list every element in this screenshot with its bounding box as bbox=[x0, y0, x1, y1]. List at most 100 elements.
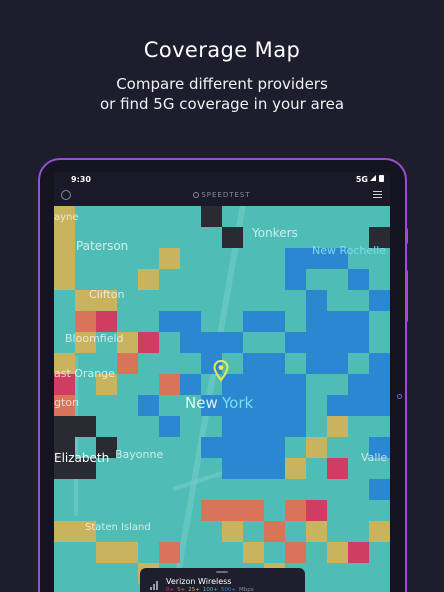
tablet-volume-button-2 bbox=[405, 270, 408, 322]
coverage-tile bbox=[369, 227, 390, 248]
tablet-camera bbox=[397, 394, 402, 399]
coverage-tile bbox=[222, 521, 243, 542]
coverage-tile bbox=[138, 395, 159, 416]
coverage-tile bbox=[222, 416, 243, 437]
coverage-tile bbox=[285, 248, 306, 269]
coverage-tile bbox=[222, 227, 243, 248]
coverage-tile bbox=[159, 374, 180, 395]
map-label-new-rochelle: New Rochelle bbox=[312, 244, 387, 257]
coverage-tile bbox=[348, 332, 369, 353]
coverage-tile bbox=[138, 269, 159, 290]
coverage-tile bbox=[243, 311, 264, 332]
coverage-tile bbox=[285, 395, 306, 416]
coverage-tile bbox=[201, 332, 222, 353]
app-brand: SPEEDTEST bbox=[54, 191, 390, 199]
subheadline-line-1: Compare different providers bbox=[116, 75, 328, 93]
coverage-tile bbox=[243, 416, 264, 437]
coverage-tile bbox=[327, 311, 348, 332]
coverage-tile bbox=[54, 227, 75, 248]
coverage-tile bbox=[306, 500, 327, 521]
coverage-tile bbox=[159, 416, 180, 437]
coverage-tile bbox=[201, 437, 222, 458]
coverage-tile bbox=[201, 395, 222, 416]
battery-icon bbox=[379, 175, 384, 182]
signal-icon bbox=[370, 175, 376, 181]
coverage-tile bbox=[327, 458, 348, 479]
status-network: 5G bbox=[355, 175, 368, 184]
coverage-tile bbox=[222, 374, 243, 395]
legend-item: 100+ bbox=[202, 587, 218, 592]
coverage-tile bbox=[264, 521, 285, 542]
coverage-tile bbox=[306, 290, 327, 311]
coverage-tile bbox=[369, 374, 390, 395]
coverage-tile bbox=[243, 500, 264, 521]
coverage-tile bbox=[285, 458, 306, 479]
subheadline-line-2: or find 5G coverage in your area bbox=[99, 95, 345, 113]
coverage-tile bbox=[180, 311, 201, 332]
coverage-tile bbox=[264, 374, 285, 395]
coverage-tile bbox=[54, 458, 75, 479]
coverage-tile bbox=[96, 437, 117, 458]
provider-panel[interactable]: Verizon Wireless 0+ 5+ 25+ 100+ 500+ Mbps bbox=[140, 568, 305, 592]
coverage-tile bbox=[306, 353, 327, 374]
coverage-tile bbox=[285, 374, 306, 395]
coverage-tile bbox=[348, 269, 369, 290]
coverage-tile bbox=[75, 416, 96, 437]
coverage-tile bbox=[54, 395, 75, 416]
coverage-tile bbox=[369, 353, 390, 374]
coverage-map[interactable]: ayne Paterson Yonkers New Rochelle Clift… bbox=[54, 206, 390, 592]
location-pin-icon[interactable] bbox=[213, 360, 229, 382]
coverage-tile bbox=[222, 395, 243, 416]
tablet-volume-button bbox=[405, 228, 408, 244]
coverage-tile bbox=[285, 500, 306, 521]
coverage-tile bbox=[222, 437, 243, 458]
coverage-tile bbox=[348, 395, 369, 416]
info-icon[interactable] bbox=[61, 190, 71, 200]
coverage-tile bbox=[222, 332, 243, 353]
coverage-tile bbox=[306, 437, 327, 458]
coverage-tile bbox=[243, 437, 264, 458]
panel-drag-handle[interactable] bbox=[216, 571, 228, 573]
map-label-valley: Valle bbox=[361, 451, 388, 464]
coverage-tile bbox=[117, 542, 138, 563]
coverage-tile bbox=[264, 437, 285, 458]
coverage-tile bbox=[75, 332, 96, 353]
coverage-tile bbox=[243, 395, 264, 416]
coverage-tile bbox=[285, 269, 306, 290]
coverage-tile bbox=[117, 353, 138, 374]
coverage-tile bbox=[327, 332, 348, 353]
coverage-tile bbox=[369, 395, 390, 416]
coverage-tile bbox=[159, 542, 180, 563]
coverage-tile bbox=[138, 332, 159, 353]
coverage-tile bbox=[243, 458, 264, 479]
provider-name: Verizon Wireless bbox=[166, 577, 232, 586]
coverage-tile bbox=[243, 374, 264, 395]
coverage-tile bbox=[348, 542, 369, 563]
coverage-tile bbox=[96, 542, 117, 563]
coverage-tile bbox=[306, 521, 327, 542]
coverage-tile bbox=[75, 458, 96, 479]
coverage-tile bbox=[327, 248, 348, 269]
coverage-tile bbox=[75, 311, 96, 332]
coverage-tile bbox=[159, 311, 180, 332]
status-time: 9:30 bbox=[71, 175, 91, 184]
coverage-tile bbox=[201, 353, 222, 374]
legend-item: 500+ bbox=[220, 587, 237, 592]
legend-item: 25+ bbox=[188, 587, 200, 592]
coverage-tile bbox=[264, 395, 285, 416]
coverage-tile bbox=[54, 374, 75, 395]
map-label-east-orange: ast Orange bbox=[54, 367, 115, 380]
coverage-tile bbox=[285, 416, 306, 437]
coverage-tile bbox=[54, 269, 75, 290]
coverage-tile bbox=[306, 248, 327, 269]
coverage-tile bbox=[96, 374, 117, 395]
map-label-bayonne: Bayonne bbox=[115, 448, 164, 461]
hamburger-menu-icon[interactable] bbox=[373, 191, 382, 199]
coverage-tile bbox=[348, 374, 369, 395]
map-label-staten-island: Staten Island bbox=[85, 522, 151, 533]
map-label-new: New bbox=[185, 394, 218, 412]
map-label-newark: gton bbox=[54, 396, 79, 409]
coverage-tile bbox=[369, 479, 390, 500]
coverage-tile bbox=[75, 521, 96, 542]
coverage-tile bbox=[180, 374, 201, 395]
